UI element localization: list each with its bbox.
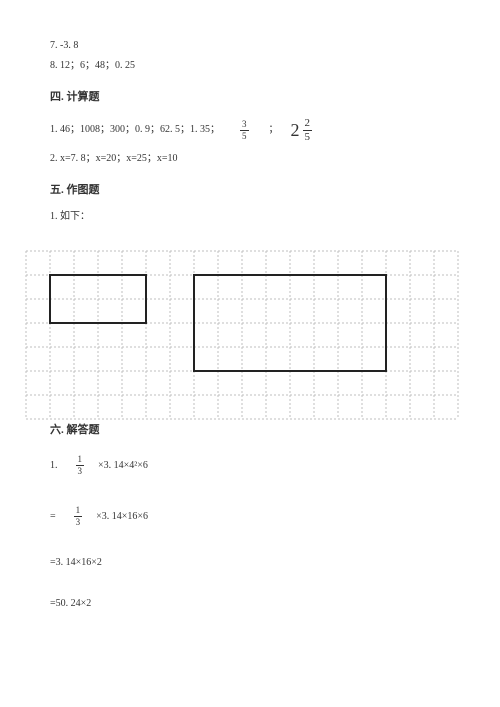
mixed-whole: 2 [291,116,300,145]
answer-8: 8. 12；6；48；0. 25 [50,58,450,74]
mixed-num: 2 [303,118,313,131]
s6-l4: =50. 24×2 [50,598,91,609]
s6-l1-rest: ×3. 14×4²×6 [98,460,148,471]
mixed-den: 5 [303,131,313,143]
s6-line1: 1. 1 3 ×3. 14×4²×6 [50,455,450,476]
s6-line4: =50. 24×2 [50,598,450,609]
grid-figure [20,245,470,395]
frac-num-b: 1 [74,506,83,517]
s6-l1-prefix: 1. [50,460,58,471]
section-5-title: 五. 作图题 [50,181,450,197]
answer-7: 7. -3. 8 [50,38,450,54]
s6-eq1: = [50,511,56,522]
s6-l2-rest: ×3. 14×16×6 [96,511,148,522]
frac-den-a: 3 [76,466,85,476]
section-5-q1: 1. 如下： [50,209,450,225]
s4-q1-prefix: 1. 46；1008；300；0. 9；62. 5；1. 35； [50,122,220,138]
section-4-title: 四. 计算题 [50,88,450,104]
section-4-q2: 2. x=7. 8；x=20；x=25；x=10 [50,151,450,167]
s6-line3: =3. 14×16×2 [50,557,450,568]
frac-num-a: 1 [76,455,85,466]
frac-den: 5 [240,131,249,141]
frac-num: 3 [240,120,249,131]
mixed-2-2-5: 2 2 5 [291,116,315,145]
fraction-1-3-a: 1 3 [74,455,87,476]
frac-den-b: 3 [74,517,83,527]
fraction-1-3-b: 1 3 [72,506,85,527]
s4-semi: ； [269,122,279,138]
s6-line2: = 1 3 ×3. 14×16×6 [50,506,450,527]
fraction-3-5: 3 5 [238,120,251,141]
s6-l3: =3. 14×16×2 [50,557,102,568]
section-4-q1: 1. 46；1008；300；0. 9；62. 5；1. 35； 3 5 ； 2… [50,116,450,145]
